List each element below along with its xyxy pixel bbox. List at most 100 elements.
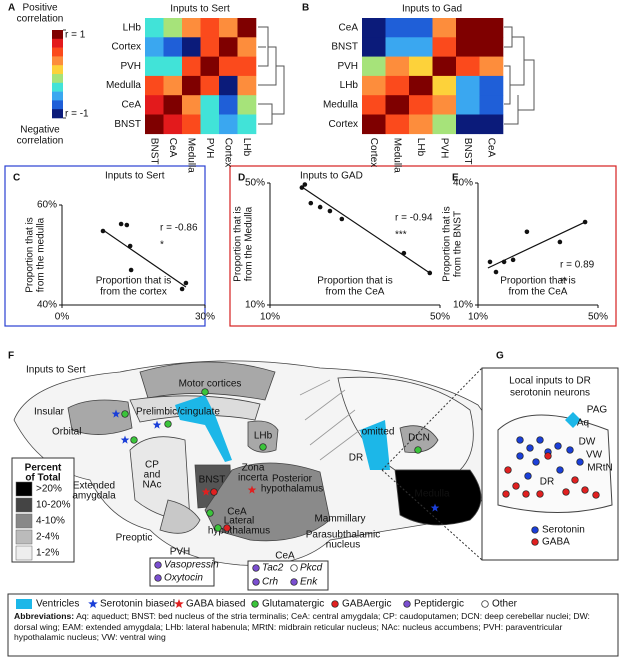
panel-title: Inputs to Sert — [26, 365, 86, 376]
y-axis-label: Proportion that is — [25, 217, 36, 293]
column-label: Cortex — [368, 138, 379, 167]
dot-icon — [164, 420, 172, 428]
dendrogram — [258, 26, 535, 125]
column-label: CeA — [486, 138, 497, 158]
column-label: PVH — [439, 138, 450, 159]
region-label: NAc — [143, 480, 162, 491]
annotation: r = 0.89 — [560, 260, 595, 271]
colorbar-swatch — [52, 109, 63, 119]
panel-title: Inputs to Sert — [105, 171, 165, 182]
region-label: LHb — [254, 431, 273, 442]
heatmap-cell — [432, 56, 457, 77]
scale-title: of Total — [25, 473, 61, 484]
heatmap-cell — [163, 56, 183, 77]
y-tick-label: 10% — [245, 300, 265, 311]
aq — [565, 412, 581, 428]
scale-swatch — [15, 513, 33, 529]
data-point — [302, 182, 308, 187]
neuron-dot — [512, 482, 520, 490]
y-axis-label: from the BNST — [453, 211, 464, 277]
marker-label: Pkcd — [300, 563, 323, 574]
neuron-dot — [536, 436, 544, 444]
region-label: DR — [540, 477, 554, 488]
dot-icon — [210, 488, 218, 496]
column-label: LHb — [415, 138, 426, 157]
neuron-dot — [581, 486, 589, 494]
region-label: Motor cortices — [179, 379, 242, 390]
neuron-dot — [524, 472, 532, 480]
data-point — [401, 250, 407, 256]
data-point — [524, 229, 530, 235]
region-label: CeA — [227, 507, 247, 518]
heatmap-cell — [479, 75, 504, 96]
neuron-dot — [562, 488, 570, 496]
colorbar-tick-label: r = 1 — [65, 30, 86, 41]
star-icon — [201, 487, 211, 496]
scale-swatch — [15, 481, 33, 497]
heatmap-cell — [182, 18, 201, 38]
heatmap-cell — [237, 95, 257, 115]
panel-letter: A — [8, 3, 15, 14]
neuron-dot — [504, 466, 512, 474]
heatmap-cell — [385, 95, 410, 115]
column-label: Medulla — [186, 138, 197, 173]
region-label: Orbital — [52, 427, 81, 438]
motor-cortex — [139, 361, 276, 401]
data-point — [493, 269, 499, 275]
region-label: Prelimbic/cingulate — [136, 407, 220, 418]
lhb-region — [247, 420, 279, 453]
marker-dot — [290, 578, 298, 586]
colorbar-swatch — [52, 82, 63, 92]
heatmap-cell — [163, 114, 183, 135]
row-label: BNST — [114, 119, 141, 130]
cea-box — [247, 560, 329, 591]
neuron-dot — [536, 490, 544, 498]
heatmap-cell — [145, 37, 164, 57]
scale-label: 10-20% — [36, 500, 71, 511]
neuron-dot — [556, 466, 564, 474]
heatmap-cell — [432, 95, 457, 115]
region-label: PVH — [170, 547, 191, 558]
row-label: Medulla — [323, 99, 358, 110]
fit-line — [301, 186, 431, 274]
star-icon — [247, 485, 257, 494]
legend-label: GABA biased — [186, 599, 245, 610]
row-label: LHb — [123, 22, 142, 33]
data-point — [510, 257, 516, 263]
heatmap-cell — [200, 37, 220, 57]
region-label: and — [144, 470, 161, 481]
colorbar-swatch — [52, 56, 63, 66]
scale-swatch — [15, 497, 33, 513]
heatmap-cell — [237, 37, 257, 57]
y-axis-label: Proportion that is — [233, 206, 244, 282]
marker-dot — [252, 578, 260, 586]
dot-icon — [130, 436, 138, 444]
panel-letter: D — [238, 173, 245, 184]
column-label: BNST — [149, 138, 160, 165]
fit-line — [102, 229, 187, 288]
region-label: Mammillary — [314, 514, 365, 525]
colorbar-label: Positive — [22, 3, 57, 14]
dcn-region — [399, 425, 439, 453]
data-point — [427, 270, 433, 276]
heatmap-cell — [200, 56, 220, 77]
scale-label: 4-10% — [36, 516, 65, 527]
heatmap-cell — [145, 114, 164, 135]
peptide-label: Oxytocin — [164, 573, 203, 584]
scale-label: 1-2% — [36, 548, 59, 559]
heatmap-cell — [219, 37, 238, 57]
panel-title: Inputs to GAD — [300, 171, 363, 182]
column-label: LHb — [241, 138, 252, 157]
dendrogram-b — [504, 26, 535, 125]
heatmap-cell — [479, 95, 504, 115]
heatmap-cell — [479, 37, 504, 57]
ventricle — [175, 395, 232, 462]
star-icon — [430, 503, 440, 512]
region-label: DCN — [408, 433, 430, 444]
colorbar-swatch — [52, 65, 63, 75]
panel-letter: E — [452, 173, 459, 184]
heatmap-cell — [456, 95, 480, 115]
x-axis-label: from the CeA — [326, 287, 385, 298]
x-axis-label: from the CeA — [509, 287, 568, 298]
